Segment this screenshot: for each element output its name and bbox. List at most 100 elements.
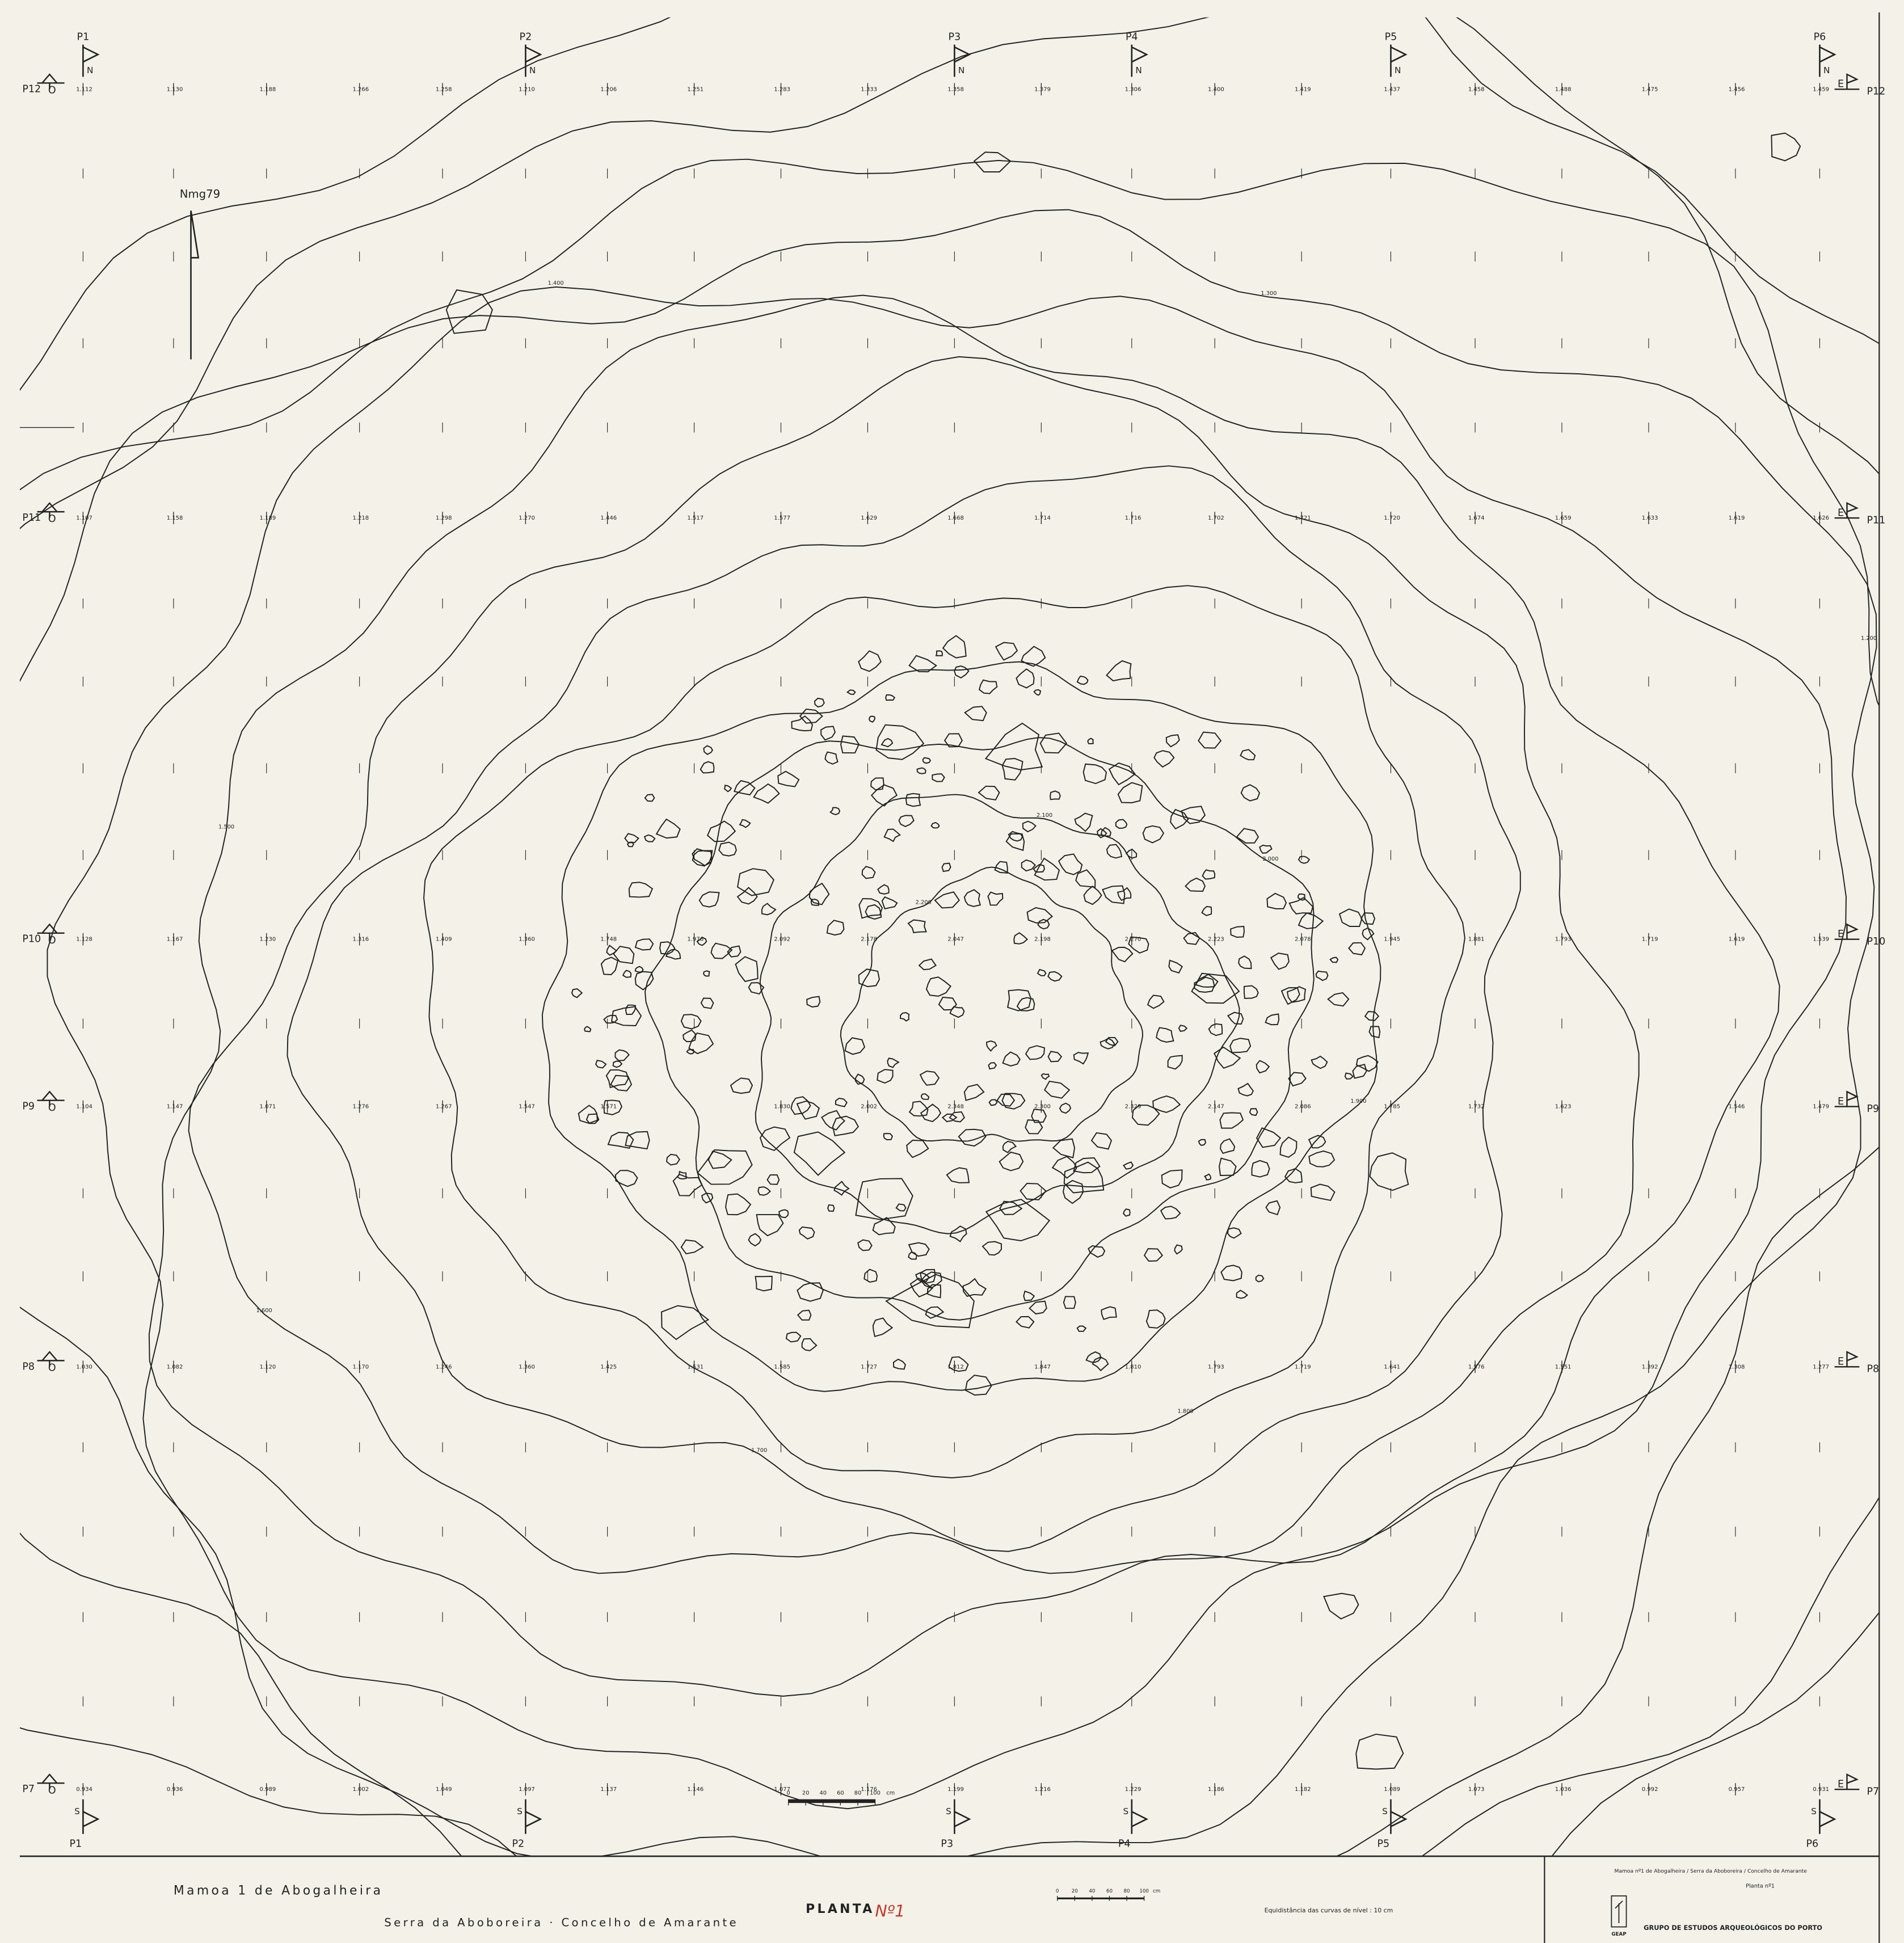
elevation-label: 1.210 (519, 86, 535, 92)
contour-label: 1.300 (1261, 290, 1277, 297)
stone (797, 1309, 812, 1321)
stone (1029, 1300, 1047, 1315)
stone (1265, 1200, 1281, 1216)
stone (603, 1099, 623, 1116)
stone (1023, 1290, 1035, 1301)
stone (954, 665, 970, 678)
stone (1117, 887, 1132, 901)
stone (964, 706, 987, 722)
elevation-label: 1.277 (1813, 1364, 1829, 1370)
scale-label: 40 (820, 1790, 827, 1797)
stone (999, 1151, 1024, 1171)
stone (906, 1140, 929, 1158)
elevation-label: 2.078 (1295, 937, 1311, 943)
stone (858, 968, 880, 988)
stone (628, 882, 654, 898)
scale-unit: cm (886, 1790, 895, 1797)
stone (1308, 1150, 1336, 1168)
stone (1355, 1733, 1404, 1770)
profile-label: P5 (1378, 1838, 1390, 1849)
elevation-label: 1.167 (167, 937, 183, 943)
stone (1364, 1011, 1380, 1021)
elevation-label: 1.619 (1729, 515, 1745, 521)
stone (1142, 825, 1165, 844)
north-marker: N (1823, 65, 1830, 75)
logo: GEAP (1611, 1932, 1627, 1937)
south-marker: S (517, 1806, 523, 1816)
elevation-label: 2.348 (947, 1104, 964, 1110)
elevation-label: 1.251 (687, 86, 704, 92)
sheet-header: Mamoa nº1 de Abogalheira / Serra da Abob… (1614, 1868, 1807, 1874)
stone (718, 841, 737, 857)
profile-label: P2 (512, 1838, 524, 1849)
stone (1076, 1325, 1087, 1332)
stone (1256, 1060, 1270, 1074)
profile-label: P2 (520, 32, 532, 43)
elevation-label: 0.934 (76, 1786, 92, 1793)
stone (854, 1073, 865, 1085)
stone (697, 1149, 753, 1185)
stone (995, 642, 1018, 661)
elevation-label: 1.437 (1384, 86, 1400, 92)
stone (826, 920, 845, 936)
elevation-label: 1.400 (1208, 86, 1224, 92)
stone (1021, 859, 1036, 872)
elevation-label: 1.517 (687, 515, 704, 521)
scale-label: 60 (1106, 1889, 1113, 1894)
profile-label: P1 (69, 1838, 82, 1849)
stone (625, 1131, 650, 1150)
elevation-label: 1.577 (774, 515, 790, 521)
stone (1198, 731, 1222, 749)
north-marker: N (87, 65, 93, 75)
stone (925, 976, 951, 997)
stone (908, 1242, 930, 1257)
stone (870, 777, 884, 791)
stone (777, 770, 800, 787)
stone (735, 956, 759, 983)
west-marker: O (48, 1785, 56, 1796)
scale-label: 40 (1089, 1889, 1095, 1894)
stone (761, 903, 777, 916)
stone (1251, 1160, 1270, 1178)
elevation-label: 1.629 (861, 515, 877, 521)
stone (1348, 942, 1366, 956)
stone (1368, 1026, 1381, 1039)
contour-label: 1.700 (751, 1447, 767, 1453)
contour-line (19, 158, 1880, 1857)
stone (978, 679, 998, 694)
stone (963, 1084, 985, 1101)
stone (622, 970, 632, 978)
elevation-label: 1.539 (1813, 937, 1829, 943)
stone (1214, 1046, 1241, 1069)
elevation-label: 1.793 (1555, 937, 1572, 943)
profile-flag (37, 1351, 65, 1367)
stone (996, 1093, 1016, 1107)
stone (844, 1037, 866, 1055)
north-marker: N (529, 65, 536, 75)
stone (872, 1217, 896, 1236)
stone (634, 971, 654, 991)
profile-label: P4 (1126, 32, 1138, 43)
elevation-label: 1.785 (1384, 1104, 1400, 1110)
stone (1183, 932, 1200, 945)
stone (790, 1096, 811, 1115)
stone (1308, 1135, 1326, 1149)
scale-label: 20 (802, 1790, 810, 1797)
profile-label: P11 (1867, 515, 1885, 526)
stone (1039, 732, 1068, 754)
stone (725, 1193, 752, 1216)
stone (1052, 1138, 1076, 1158)
profile-label: P6 (1814, 32, 1826, 43)
elevation-label: 0.957 (1729, 1786, 1745, 1793)
stone (1256, 1127, 1282, 1148)
profile-label: P11 (22, 512, 41, 524)
stone (930, 821, 940, 829)
stone (892, 1358, 906, 1370)
stone (920, 1271, 942, 1289)
elevation-label: 1.546 (1729, 1104, 1745, 1110)
elevation-label: 1.218 (352, 515, 369, 521)
elevation-label: 2.047 (947, 937, 964, 943)
stone (1181, 806, 1206, 824)
profile-flag (1834, 1090, 1860, 1107)
